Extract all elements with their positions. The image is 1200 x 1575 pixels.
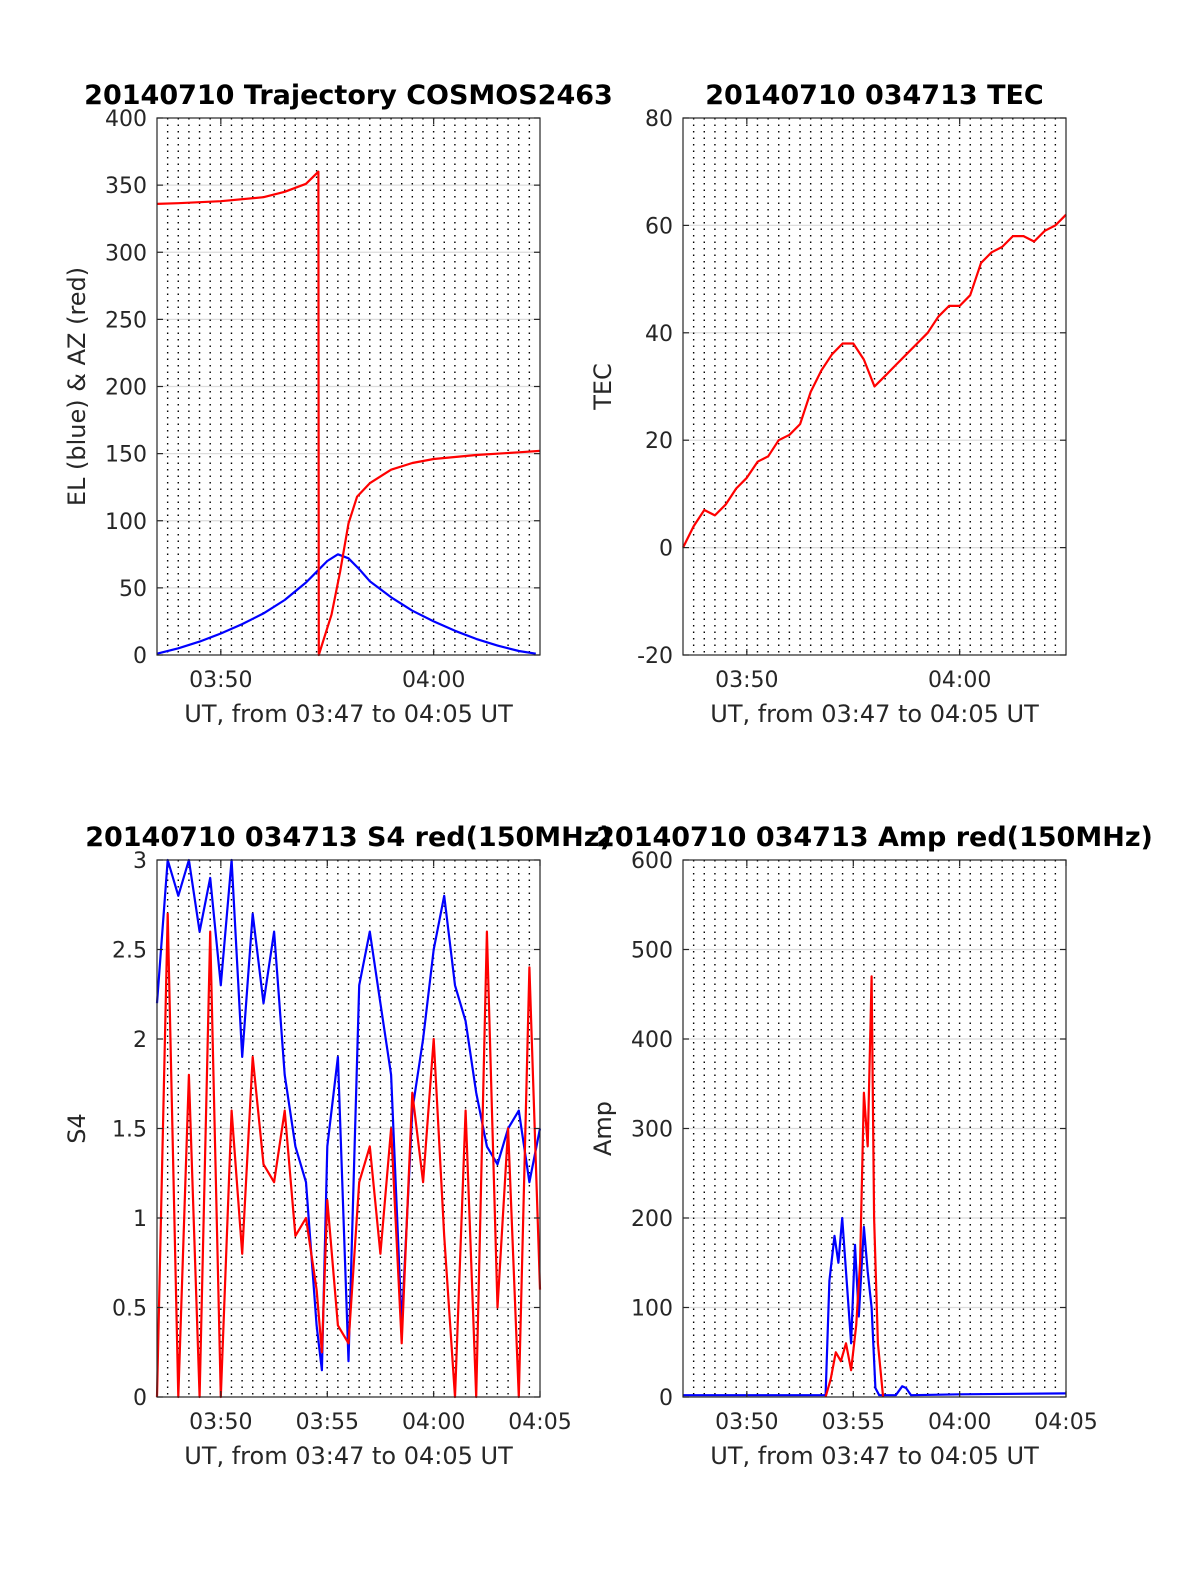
y-tick-label-200: 200 — [631, 1207, 673, 1232]
chart-panel-1: 0 50 100 150 200 250 300 350 400 03:50 04:00 201407… — [63, 80, 613, 728]
y-tick-label-400: 400 — [631, 1028, 673, 1053]
x-tick-label-03-55: 03:55 — [296, 1410, 359, 1435]
y-tick-label-1-5: 1.5 — [112, 1118, 147, 1143]
x-axis-label: UT, from 03:47 to 04:05 UT — [710, 1442, 1039, 1470]
y-tick-label-1: 1 — [133, 1207, 147, 1232]
axes-frame — [682, 117, 1067, 656]
y-tick-label-50: 50 — [119, 577, 147, 602]
y-axis-label: EL (blue) & AZ (red) — [63, 267, 91, 506]
series-line-1 — [683, 1216, 1067, 1397]
y-tick-label-0: 0 — [133, 1386, 147, 1411]
y-tick-label-80: 80 — [645, 107, 673, 132]
x-axis-label: UT, from 03:47 to 04:05 UT — [710, 700, 1039, 728]
chart-panel-4: 0 100 200 300 400 500 600 03:50 03:55 04:00 04:05 2… — [589, 822, 1153, 1470]
y-tick-label-0: 0 — [133, 644, 147, 669]
chart-title: 20140710 034713 TEC — [705, 80, 1044, 111]
y-axis-label: S4 — [63, 1113, 91, 1144]
y-axis-label: Amp — [589, 1101, 617, 1156]
series-line-1 — [682, 213, 1067, 549]
y-tick-label-300: 300 — [631, 1118, 673, 1143]
x-tick-label-04-00: 04:00 — [402, 668, 465, 693]
y-tick-label-150: 150 — [105, 443, 147, 468]
y-tick-label-0: 0 — [659, 1386, 673, 1411]
y-tick-label-300: 300 — [105, 241, 147, 266]
x-axis-label: UT, from 03:47 to 04:05 UT — [184, 1442, 513, 1470]
series-line-2 — [824, 975, 885, 1398]
y-tick-label-350: 350 — [105, 174, 147, 199]
y-tick-label-20: -20 — [637, 644, 673, 669]
y-tick-label-0-5: 0.5 — [112, 1297, 147, 1322]
x-tick-label-04-00: 04:00 — [928, 1410, 991, 1435]
x-tick-label-03-50: 03:50 — [715, 668, 778, 693]
x-tick-label-03-50: 03:50 — [189, 668, 252, 693]
y-tick-label-600: 600 — [631, 849, 673, 874]
x-tick-label-04-00: 04:00 — [402, 1410, 465, 1435]
y-tick-label-2: 2 — [133, 1028, 147, 1053]
y-tick-label-40: 40 — [645, 322, 673, 347]
chart-panel-3: 0 0.5 1 1.5 2 2.5 3 03:50 03:55 04:00 04:05 2014071… — [63, 822, 612, 1470]
x-tick-label-03-55: 03:55 — [822, 1410, 885, 1435]
x-tick-label-04-05: 04:05 — [508, 1410, 571, 1435]
y-tick-label-60: 60 — [645, 214, 673, 239]
x-tick-label-03-50: 03:50 — [715, 1410, 778, 1435]
y-tick-label-200: 200 — [105, 376, 147, 401]
x-tick-label-04-00: 04:00 — [928, 668, 991, 693]
x-tick-label-04-05: 04:05 — [1034, 1410, 1097, 1435]
y-axis-label: TEC — [589, 363, 617, 411]
y-tick-label-250: 250 — [105, 308, 147, 333]
y-tick-label-100: 100 — [105, 510, 147, 535]
y-tick-label-3: 3 — [133, 849, 147, 874]
y-tick-label-100: 100 — [631, 1297, 673, 1322]
chart-title: 20140710 034713 S4 red(150MHz) — [85, 822, 612, 853]
chart-panel-2: -20 0 20 40 60 80 03:50 04:00 20140710 034713 TE… — [589, 80, 1067, 728]
y-tick-label-0: 0 — [659, 537, 673, 562]
series-line-2 — [155, 912, 542, 1399]
chart-title: 20140710 034713 Amp red(150MHz) — [596, 822, 1153, 853]
y-tick-label-400: 400 — [105, 107, 147, 132]
x-axis-label: UT, from 03:47 to 04:05 UT — [184, 700, 513, 728]
y-tick-label-2-5: 2.5 — [112, 939, 147, 964]
series-line-2 — [156, 170, 541, 657]
series-line-1 — [155, 858, 542, 1372]
y-tick-label-500: 500 — [631, 939, 673, 964]
chart-title: 20140710 Trajectory COSMOS2463 — [84, 80, 613, 111]
y-tick-label-20: 20 — [645, 429, 673, 454]
x-tick-label-03-50: 03:50 — [189, 1410, 252, 1435]
